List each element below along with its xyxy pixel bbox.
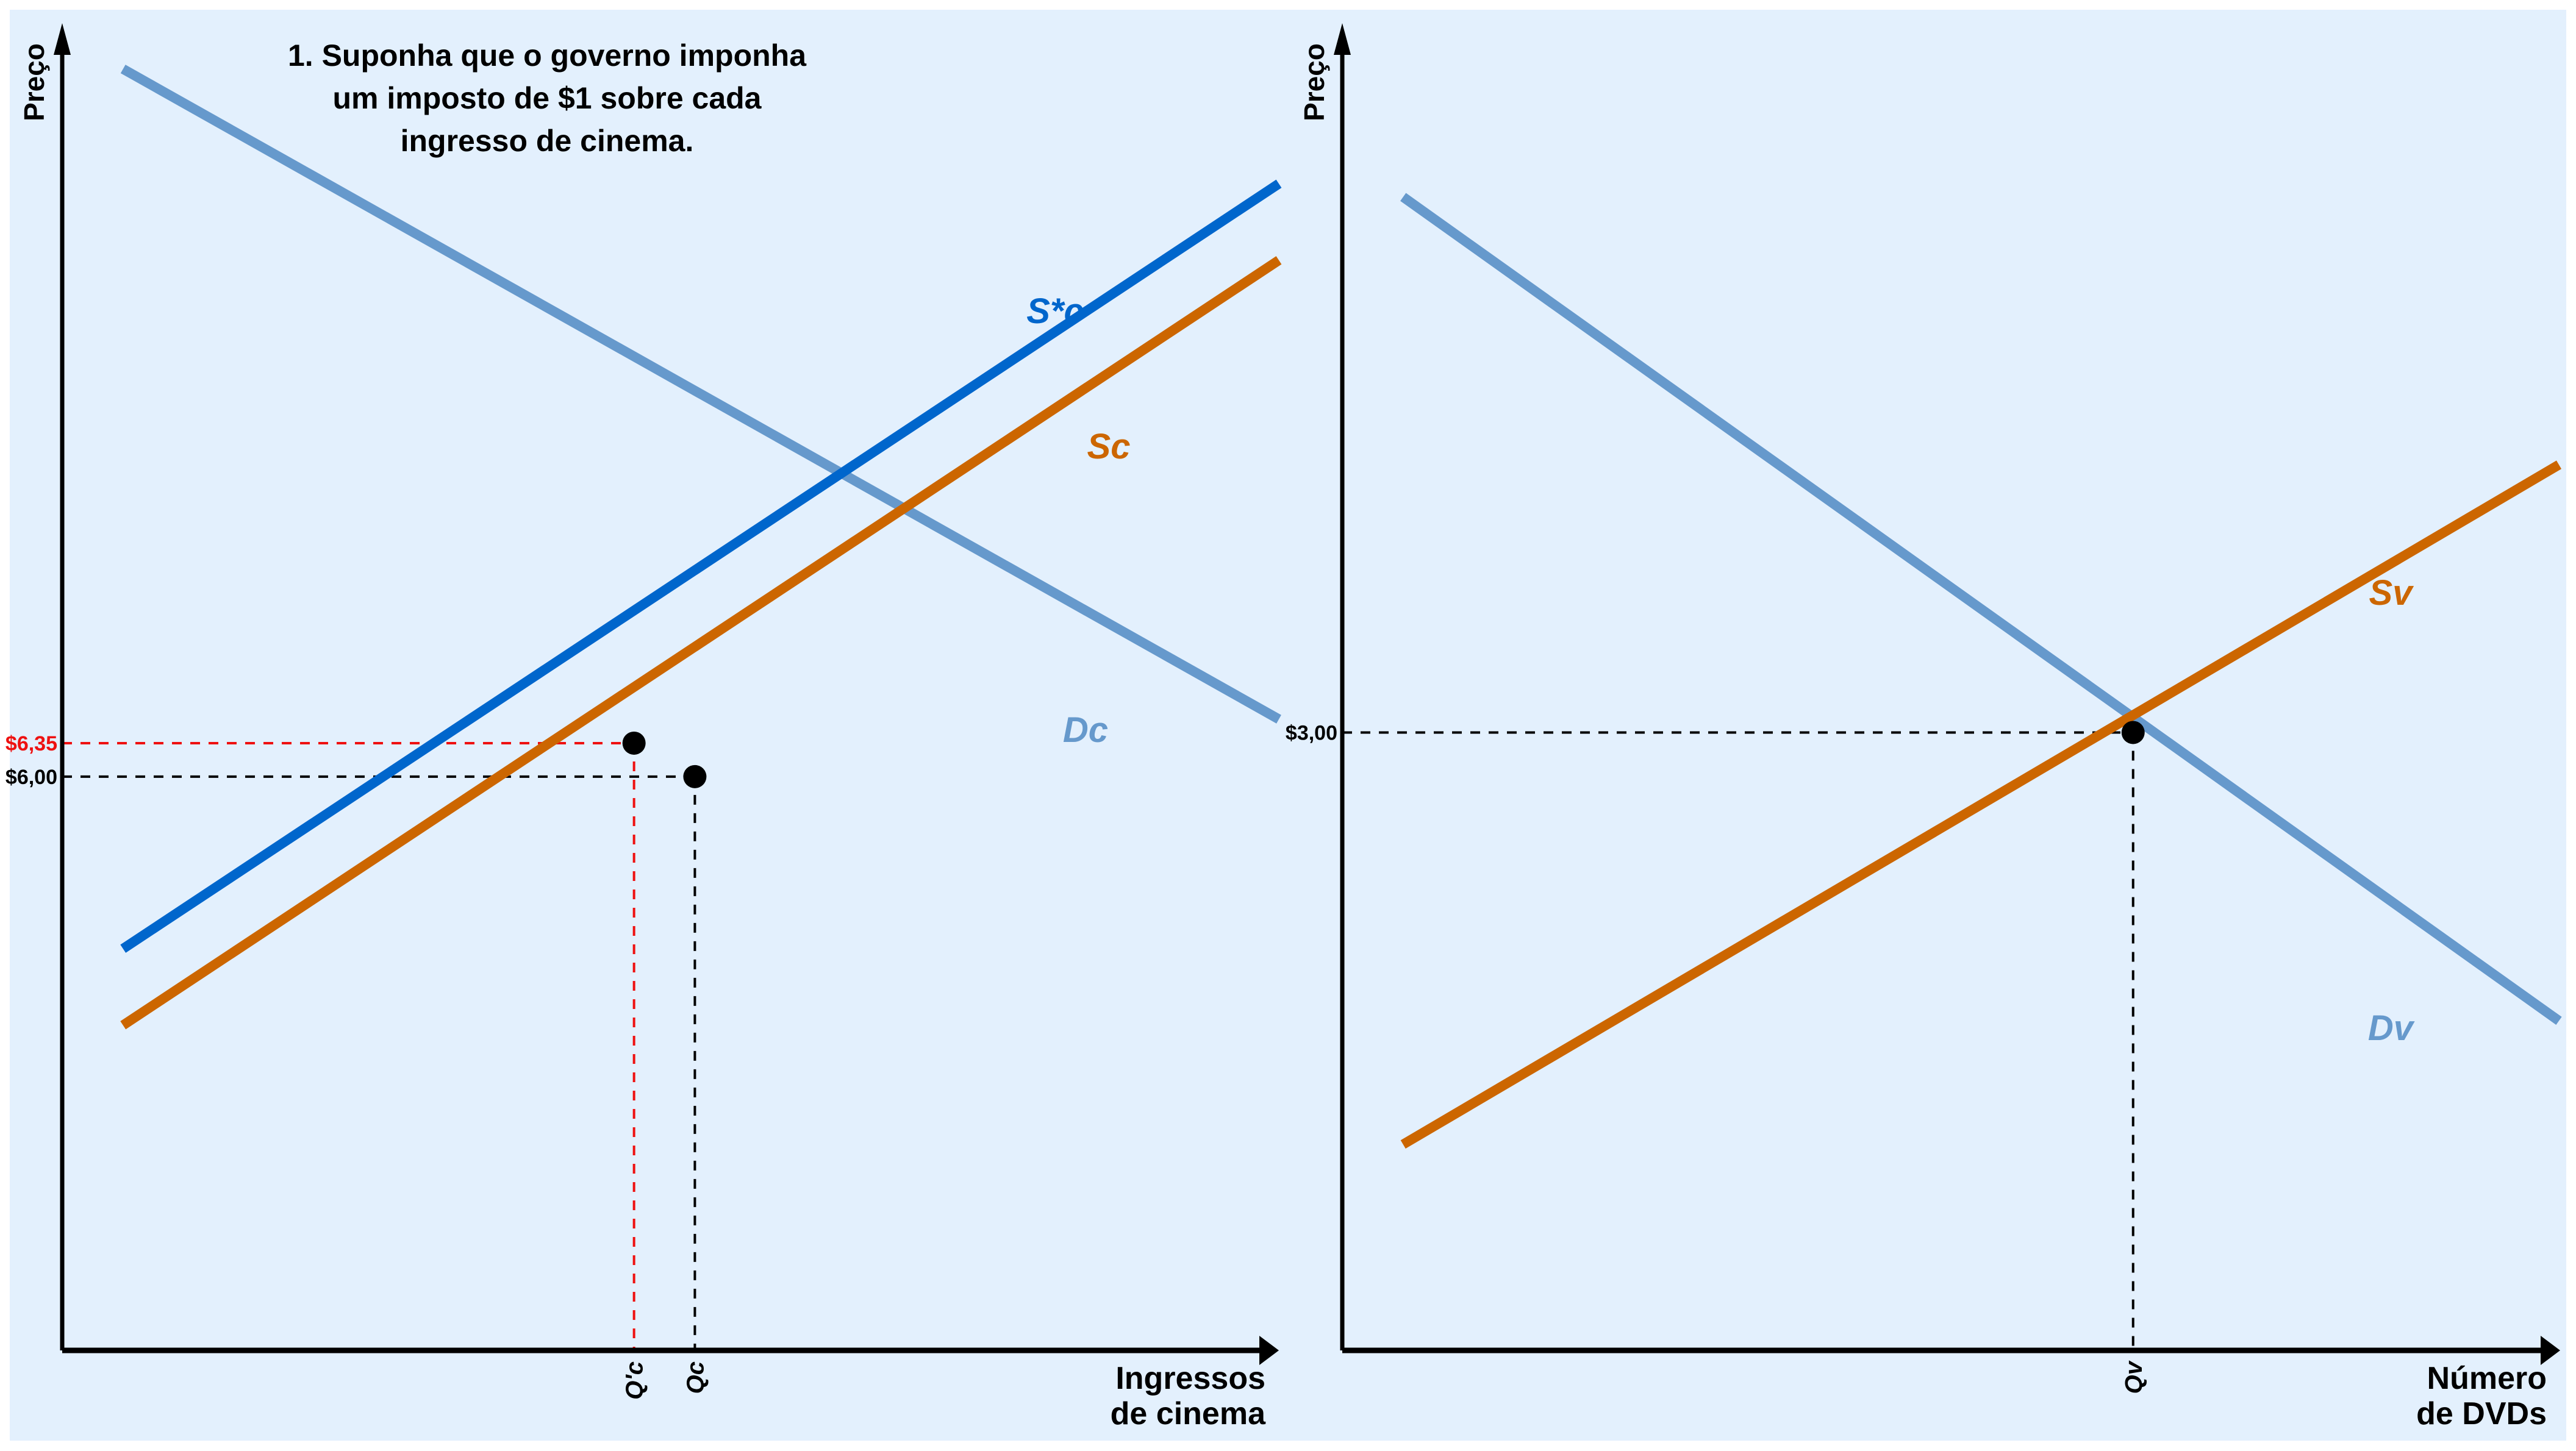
x-axis-arrow-icon (1259, 1336, 1279, 1365)
series-label-sstarc: S*c (1026, 291, 1084, 331)
series-line-sstarc (120, 179, 1282, 953)
y-axis-label: Preço (1298, 43, 1330, 121)
series-line-sv (1400, 460, 2562, 1149)
annotation-line-3: ingresso de cinema. (401, 124, 694, 158)
x-tick-label: Q'c (621, 1361, 648, 1400)
y-axis-label: Preço (18, 43, 50, 121)
y-tick-label: $6,00 (5, 766, 57, 789)
x-tick-label: Qv (2120, 1360, 2147, 1394)
y-tick-label: $3,00 (1286, 721, 1337, 744)
equilibrium-point (622, 731, 646, 755)
x-axis-label-line: Número (2427, 1361, 2547, 1396)
series-line-dc (120, 65, 1281, 724)
y-axis-arrow-icon (54, 23, 71, 55)
x-axis-label-line: de DVDs (2416, 1396, 2547, 1431)
x-axis-label-line: Ingressos (1115, 1361, 1265, 1396)
series-label-dc: Dc (1063, 710, 1108, 750)
equilibrium-point (683, 765, 707, 788)
y-axis-arrow-icon (1334, 23, 1351, 55)
annotation-line-2: um imposto de $1 sobre cada (333, 81, 762, 115)
x-tick-label: Qc (682, 1361, 709, 1394)
series-line-dv (1400, 193, 2562, 1025)
series-label-sc: Sc (1087, 427, 1131, 466)
series-label-sv: Sv (2369, 573, 2414, 613)
equilibrium-point (2121, 721, 2145, 744)
series-line-sc (120, 256, 1282, 1030)
y-tick-label: $6,35 (5, 732, 57, 755)
x-axis-label-line: de cinema (1111, 1396, 1266, 1431)
series-label-dv: Dv (2368, 1008, 2415, 1048)
annotation-line-1: 1. Suponha que o governo imponha (288, 38, 807, 73)
x-axis-arrow-icon (2541, 1336, 2560, 1365)
